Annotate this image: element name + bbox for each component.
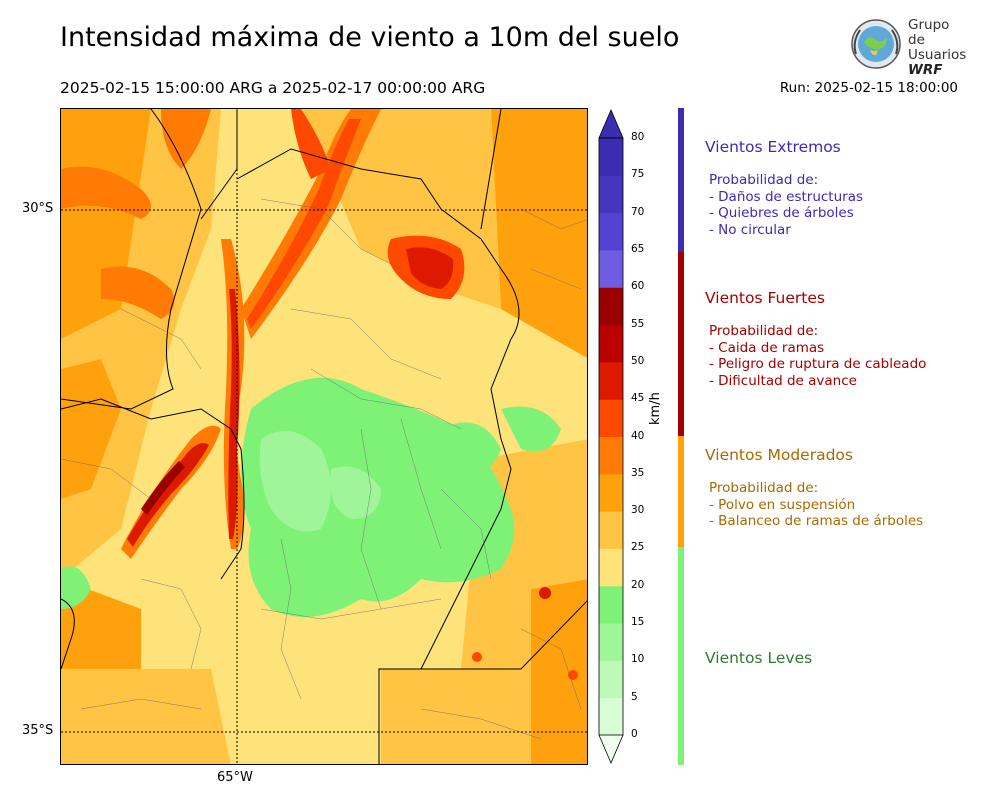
colorbar-segment [599,511,623,549]
category-title-fuertes: Vientos Fuertes [705,289,825,307]
colorbar-tick-label: 10 [631,653,645,666]
colorbar-tick-label: 80 [631,131,645,143]
lon-label-65w: 65°W [217,770,253,785]
colorbar-tick-label: 70 [631,205,645,218]
colorbar-tick-label: 5 [631,690,638,703]
legend-category-bar [678,252,684,436]
logo-line-1: Grupo de [908,17,950,48]
category-desc-extremos: Probabilidad de: - Daños de estructuras … [709,172,863,238]
colorbar-tick-label: 0 [631,728,638,740]
colorbar-tick-label: 25 [631,541,645,554]
colorbar-segment [599,585,623,624]
colorbar-extend-min [598,734,624,765]
lat-label-35s: 35°S [22,723,54,738]
colorbar-segment [599,212,623,251]
colorbar-tick-label: 50 [631,354,645,367]
colorbar-tick-label: 40 [631,429,645,442]
category-title-extremos: Vientos Extremos [705,138,841,156]
category-desc-moderados: Probabilidad de: - Polvo en suspensión -… [709,480,923,530]
colorbar-tick-label: 60 [631,280,645,293]
desc-line: - Polvo en suspensión [709,496,856,513]
wind-intensity-map [60,108,588,765]
legend-category-bar [678,547,684,765]
colorbar-segment [599,361,623,400]
wind-field [61,109,587,764]
category-desc-fuertes: Probabilidad de: - Caida de ramas - Peli… [709,323,926,389]
desc-line: - Balanceo de ramas de árboles [709,513,924,529]
colorbar [598,108,624,765]
desc-line: - Quiebres de árboles [709,205,854,221]
colorbar-segment [599,436,623,475]
colorbar-segment [599,175,623,214]
colorbar-segment [599,399,623,437]
colorbar-tick-label: 35 [631,466,645,479]
legend-category-bar [678,108,684,252]
colorbar-extend-max [598,108,624,139]
category-title-moderados: Vientos Moderados [705,446,853,464]
colorbar-segment [599,697,623,736]
globe-icon [851,19,901,69]
lat-label-30s: 30°S [22,201,54,216]
desc-line: Probabilidad de: [709,172,819,188]
grupo-usuarios-wrf-logo: Grupo de Usuarios WRF [848,16,970,78]
desc-line: - No circular [709,221,791,238]
colorbar-segment [599,324,623,363]
desc-line: Probabilidad de: [709,480,819,496]
colorbar-segment [599,138,623,176]
desc-line: - Caida de ramas [709,339,825,356]
colorbar-segment [599,660,623,699]
colorbar-frame [598,137,624,736]
colorbar-tick-label: 45 [631,392,645,405]
chart-title: Intensidad máxima de viento a 10m del su… [60,22,680,53]
colorbar-segment [599,473,623,512]
desc-line: Probabilidad de: [709,323,819,339]
logo-line-3: WRF [908,62,943,78]
legend-category-bar [678,436,684,547]
colorbar-segment [599,623,623,661]
desc-line: - Daños de estructuras [709,188,864,205]
colorbar-tick-label: 75 [631,168,645,181]
colorbar-tick-label: 30 [631,504,645,517]
colorbar-tick-label: 20 [631,578,645,591]
colorbar-segment [599,548,623,587]
logo-line-2: Usuarios [908,47,967,63]
desc-line: - Peligro de ruptura de cableado [709,356,927,372]
colorbar-tick-label: 65 [631,242,645,255]
category-title-leves: Vientos Leves [705,649,813,667]
desc-line: - Dificultad de avance [709,372,857,389]
colorbar-tick-label: 15 [631,616,645,629]
colorbar-unit: km/h [648,392,663,425]
colorbar-segment [599,287,623,326]
date-range: 2025-02-15 15:00:00 ARG a 2025-02-17 00:… [60,79,486,97]
colorbar-tick-label: 55 [631,317,645,330]
colorbar-segment [599,249,623,288]
run-timestamp: Run: 2025-02-15 18:00:00 [779,80,958,96]
